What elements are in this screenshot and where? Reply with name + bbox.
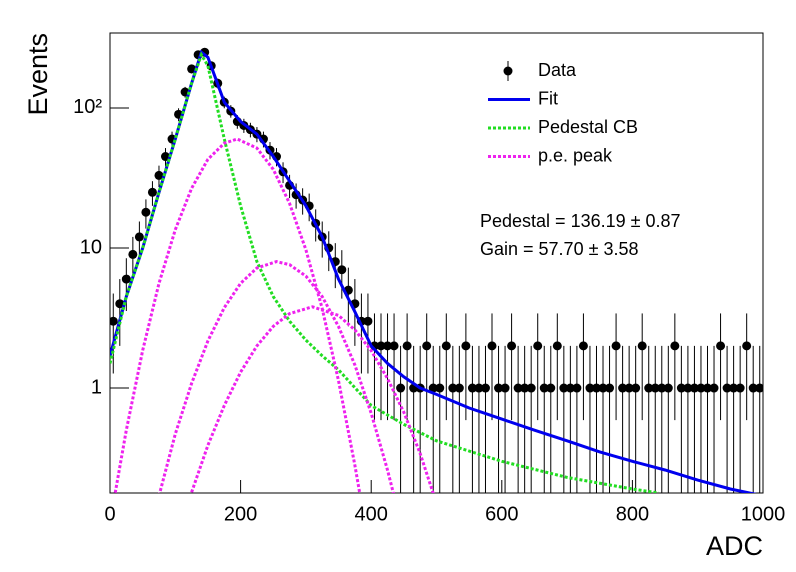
legend-marker xyxy=(503,66,513,76)
data-point xyxy=(500,383,510,393)
data-point xyxy=(115,299,125,309)
data-point xyxy=(428,383,438,393)
data-point xyxy=(611,341,621,351)
data-point xyxy=(742,341,752,351)
legend-label: Fit xyxy=(538,88,558,108)
data-point xyxy=(461,341,471,351)
y-tick-label: 10² xyxy=(73,96,102,118)
x-tick-label: 1000 xyxy=(741,503,786,525)
data-point xyxy=(396,383,406,393)
data-point xyxy=(572,383,582,393)
data-point xyxy=(559,383,569,393)
data-point xyxy=(154,170,164,180)
data-point xyxy=(716,341,726,351)
x-tick-label: 400 xyxy=(355,503,388,525)
plot-frame xyxy=(109,32,764,494)
data-point xyxy=(376,341,386,351)
data-point xyxy=(696,383,706,393)
y-tick-label: 10 xyxy=(80,236,102,258)
data-point xyxy=(591,383,601,393)
data-point xyxy=(735,383,745,393)
data-point xyxy=(663,383,673,393)
fit-curve xyxy=(110,51,659,493)
fit-curve xyxy=(113,137,435,493)
data-point xyxy=(722,383,732,393)
data-point xyxy=(494,383,504,393)
data-point xyxy=(121,274,131,284)
y-tick-label: 1 xyxy=(91,376,102,398)
data-point xyxy=(474,383,484,393)
data-point xyxy=(624,383,634,393)
data-point xyxy=(709,383,719,393)
data-point xyxy=(578,341,588,351)
data-point xyxy=(363,316,373,326)
x-tick-label: 600 xyxy=(485,503,518,525)
data-point xyxy=(683,383,693,393)
legend-label: Pedestal CB xyxy=(538,117,638,137)
data-point xyxy=(383,341,393,351)
data-point xyxy=(422,341,432,351)
data-point xyxy=(134,232,144,242)
data-point xyxy=(526,383,536,393)
data-point xyxy=(565,383,575,393)
data-point xyxy=(650,383,660,393)
x-tick-label: 0 xyxy=(104,503,115,525)
data-point xyxy=(670,341,680,351)
data-point xyxy=(141,207,151,217)
data-point xyxy=(128,249,138,259)
data-point xyxy=(702,383,712,393)
x-axis-label: ADC xyxy=(706,531,763,561)
data-point xyxy=(441,341,451,351)
data-point xyxy=(467,383,477,393)
data-point xyxy=(755,383,763,393)
data-point xyxy=(657,383,667,393)
data-point xyxy=(448,383,458,393)
data-point xyxy=(598,383,608,393)
y-axis-label: Events xyxy=(23,33,53,116)
data-point xyxy=(637,341,647,351)
data-point xyxy=(507,341,517,351)
x-tick-label: 200 xyxy=(224,503,257,525)
data-point xyxy=(539,383,549,393)
data-point xyxy=(533,341,543,351)
data-point xyxy=(748,383,758,393)
legend-label: p.e. peak xyxy=(538,145,613,165)
data-point xyxy=(631,383,641,393)
data-point xyxy=(147,187,157,197)
data-point xyxy=(729,383,739,393)
data-point xyxy=(644,383,654,393)
data-point xyxy=(585,383,595,393)
data-point xyxy=(110,316,118,326)
legend-label: Data xyxy=(538,60,577,80)
data-point xyxy=(676,383,686,393)
data-point xyxy=(389,341,399,351)
x-tick-label: 800 xyxy=(616,503,649,525)
data-point xyxy=(689,383,699,393)
data-point xyxy=(618,383,628,393)
data-point xyxy=(487,341,497,351)
data-point xyxy=(552,341,562,351)
fit-curve xyxy=(110,49,757,493)
data-point xyxy=(520,383,530,393)
data-point xyxy=(546,383,556,393)
plot-area xyxy=(110,47,763,493)
data-point xyxy=(605,383,615,393)
data-point xyxy=(402,341,412,351)
annotation: Gain = 57.70 ± 3.58 xyxy=(480,239,639,259)
data-point xyxy=(435,383,445,393)
data-point xyxy=(337,265,347,275)
annotation: Pedestal = 136.19 ± 0.87 xyxy=(480,211,681,231)
data-point xyxy=(454,383,464,393)
data-point xyxy=(480,383,490,393)
data-point xyxy=(513,383,523,393)
